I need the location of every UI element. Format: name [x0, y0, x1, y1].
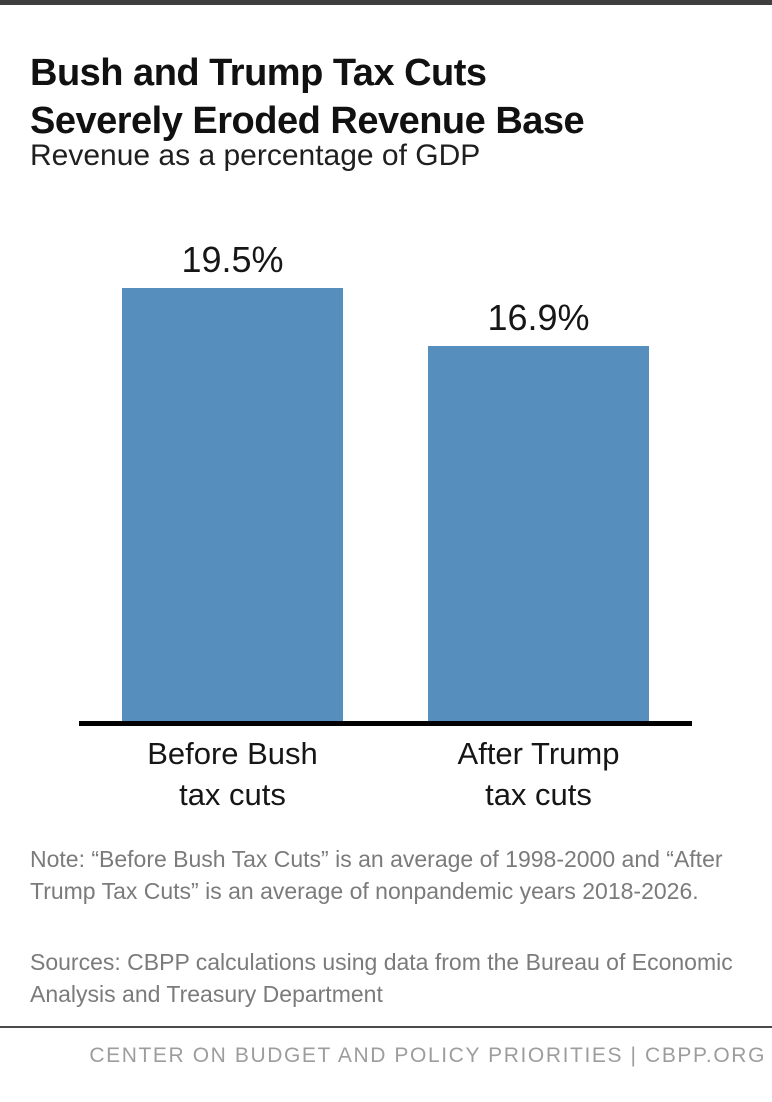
- chart-title-line1: Bush and Trump Tax Cuts: [30, 52, 487, 95]
- chart-title-line2: Severely Eroded Revenue Base: [30, 100, 585, 143]
- bar-value-label: 16.9%: [487, 297, 590, 338]
- category-label-line: Before Bush: [147, 736, 318, 771]
- footer-branding: CENTER ON BUDGET AND POLICY PRIORITIES |…: [89, 1044, 766, 1067]
- bar-group-before-bush: 19.5%: [122, 239, 343, 721]
- footer-divider: [0, 1026, 772, 1028]
- category-label-line: After Trump: [457, 736, 620, 771]
- category-label-line: tax cuts: [485, 777, 592, 812]
- note-text: Note: “Before Bush Tax Cuts” is an avera…: [30, 846, 723, 904]
- category-label-before-bush: Before Bush tax cuts: [122, 733, 343, 815]
- category-label-line: tax cuts: [179, 777, 286, 812]
- bar-before-bush: [122, 288, 343, 721]
- bar-value-label: 19.5%: [181, 239, 284, 280]
- x-axis-category-labels: Before Bush tax cuts After Trump tax cuts: [79, 733, 692, 815]
- top-strip: [0, 0, 772, 5]
- chart-subtitle: Revenue as a percentage of GDP: [30, 139, 481, 172]
- chart-title: Bush and Trump Tax Cuts Severely Eroded R…: [30, 49, 742, 145]
- bar-chart-plot-area: 19.5% 16.9%: [79, 235, 692, 726]
- category-label-after-trump: After Trump tax cuts: [428, 733, 649, 815]
- bar-group-after-trump: 16.9%: [428, 297, 649, 721]
- sources-text: Sources: CBPP calculations using data fr…: [30, 949, 733, 1007]
- bar-after-trump: [428, 346, 649, 721]
